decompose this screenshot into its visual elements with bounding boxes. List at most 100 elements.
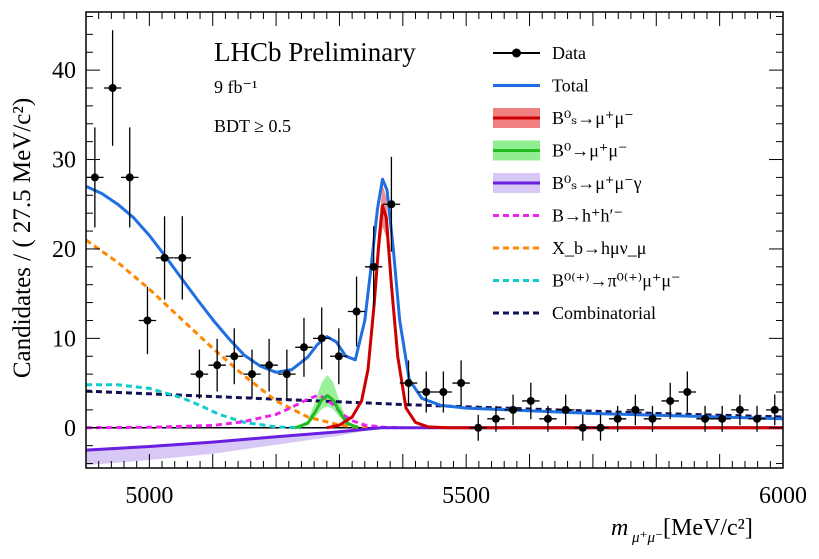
- chart-title: LHCb Preliminary: [214, 37, 416, 67]
- data-marker: [178, 253, 187, 262]
- data-marker: [683, 388, 692, 396]
- data-point: [556, 394, 575, 426]
- data-marker: [213, 361, 222, 370]
- data-point: [469, 414, 487, 441]
- data-point: [103, 30, 122, 146]
- legend-label: X_b→hμν_μ: [552, 238, 646, 258]
- x-tick-label: 6000: [759, 483, 807, 509]
- data-marker: [334, 352, 343, 361]
- data-marker: [735, 405, 744, 414]
- legend-entry: Combinatorial: [493, 303, 656, 323]
- data-marker: [299, 343, 308, 352]
- data-point: [121, 127, 139, 228]
- data-marker: [195, 370, 204, 379]
- data-point: [731, 394, 749, 426]
- data-point: [504, 394, 522, 426]
- data-marker: [491, 414, 500, 423]
- data-point: [399, 360, 418, 406]
- legend-entry: Data: [493, 43, 586, 63]
- data-point: [347, 276, 366, 347]
- data-point: [155, 216, 174, 300]
- data-point: [626, 394, 645, 426]
- data-marker: [108, 84, 117, 92]
- legend-label: B⁰ₛ→μ⁺μ⁻: [552, 108, 634, 128]
- data-point: [591, 414, 610, 441]
- data-point: [225, 328, 243, 385]
- luminosity-annotation: 9 fb⁻¹: [214, 77, 257, 97]
- data-point: [608, 405, 627, 432]
- data-marker: [578, 423, 587, 432]
- data-marker: [701, 414, 710, 423]
- x-tick-label: 5000: [125, 483, 173, 509]
- data-point: [487, 405, 505, 432]
- legend-entry: B→h⁺h′⁻: [493, 206, 623, 226]
- legend-swatch-marker: [512, 48, 521, 58]
- data-point: [173, 216, 192, 300]
- legend-label: Total: [552, 76, 589, 96]
- data-marker: [718, 414, 727, 423]
- legend-label: B⁰→μ⁺μ⁻: [552, 141, 628, 161]
- data-point: [382, 156, 401, 252]
- legend-entry: Total: [493, 76, 589, 96]
- legend-entry: B⁰→μ⁺μ⁻: [493, 140, 628, 161]
- legend-entry: B⁰ₛ→μ⁺μ⁻: [493, 108, 634, 128]
- legend: Data Total B⁰ₛ→μ⁺μ⁻ B⁰→μ⁺μ⁻ B⁰ₛ→μ⁺μ⁻γ B→h⁺h′⁻…: [493, 43, 681, 323]
- data-marker: [666, 396, 675, 405]
- data-point: [643, 405, 662, 432]
- legend-entry: B⁰⁽⁺⁾→π⁰⁽⁺⁾μ⁺μ⁻: [493, 271, 681, 291]
- legend-label: B→h⁺h′⁻: [552, 206, 623, 226]
- b0-mumu-curve: [294, 394, 360, 430]
- data-marker: [404, 379, 413, 388]
- data-point: [208, 338, 226, 392]
- data-point: [243, 349, 261, 399]
- data-marker: [543, 414, 552, 423]
- data-marker: [352, 307, 361, 316]
- axes: 5000 5500 6000 0 10 20 30 40: [52, 11, 807, 509]
- bs-mumugamma-curve: [86, 426, 783, 452]
- data-point: [522, 382, 540, 420]
- data-point: [748, 405, 766, 432]
- data-marker: [282, 370, 291, 379]
- total-curve: [86, 177, 783, 421]
- data-point: [661, 382, 679, 420]
- data-marker: [265, 361, 274, 370]
- data-point: [364, 226, 383, 308]
- data-marker: [369, 262, 378, 271]
- data-marker: [422, 388, 431, 396]
- data-marker: [248, 370, 257, 379]
- y-tick-label: 10: [52, 326, 76, 352]
- legend-entry: X_b→hμν_μ: [493, 238, 646, 258]
- data-point: [452, 360, 470, 406]
- data-marker: [648, 414, 657, 423]
- plot-frame: [85, 11, 784, 469]
- data-marker: [160, 253, 169, 262]
- data-marker: [457, 379, 466, 388]
- data-point: [295, 317, 313, 377]
- x-axis-label-symbol: m: [611, 515, 628, 541]
- legend-label: Combinatorial: [552, 303, 656, 323]
- data-marker: [631, 405, 640, 414]
- data-point: [678, 371, 697, 413]
- x-axis-label: m μ⁺μ⁻ [MeV/c²]: [611, 515, 753, 546]
- data-marker: [439, 388, 448, 396]
- data-point: [138, 286, 157, 355]
- data-point: [86, 127, 104, 228]
- legend-label: Data: [552, 43, 586, 63]
- legend-label: B⁰ₛ→μ⁺μ⁻γ: [552, 173, 642, 193]
- data-marker: [474, 423, 483, 432]
- data-marker: [143, 316, 152, 325]
- data-point: [713, 405, 731, 432]
- data-point: [417, 371, 435, 413]
- legend-label: B⁰⁽⁺⁾→π⁰⁽⁺⁾μ⁺μ⁻: [552, 271, 681, 291]
- y-tick-label: 20: [52, 237, 76, 263]
- data-marker: [596, 423, 605, 432]
- data-marker: [561, 405, 570, 414]
- data-marker: [770, 405, 779, 414]
- data-point: [260, 338, 278, 392]
- y-tick-label: 30: [52, 148, 76, 174]
- combinatorial-curve: [86, 389, 783, 419]
- data-marker: [90, 173, 99, 182]
- data-marker: [317, 334, 326, 343]
